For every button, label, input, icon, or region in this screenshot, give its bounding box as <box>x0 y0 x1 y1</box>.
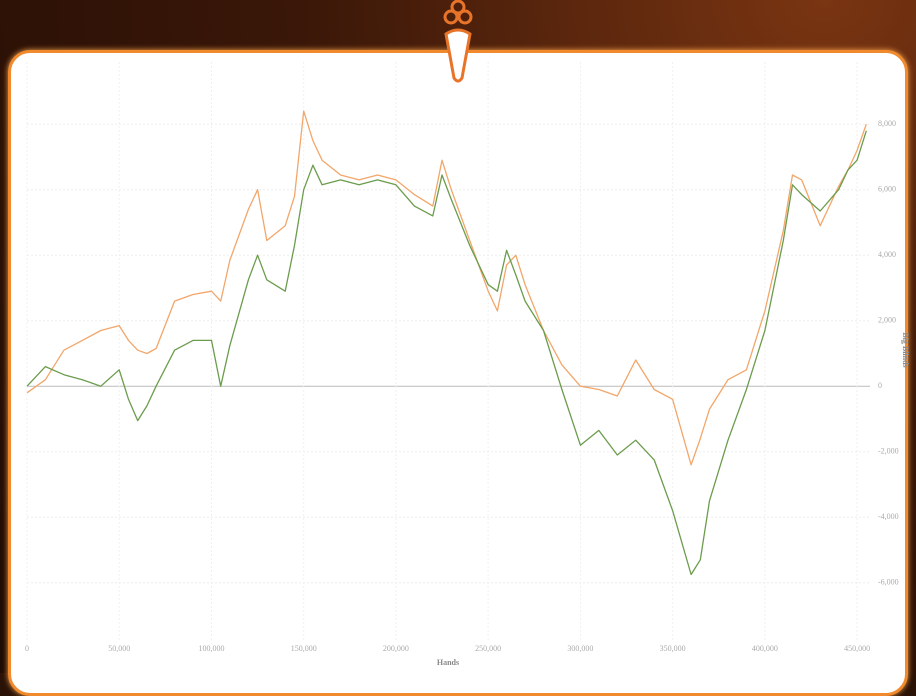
y-tick-label: -4,000 <box>878 512 899 521</box>
series-line <box>26 110 867 466</box>
y-tick-label: -2,000 <box>878 447 899 456</box>
x-tick-label: 150,000 <box>291 644 317 653</box>
y-tick-label: 4,000 <box>878 250 896 259</box>
x-tick-label: 300,000 <box>567 644 593 653</box>
x-tick-label: 250,000 <box>475 644 501 653</box>
y-tick-label: 0 <box>878 381 882 390</box>
club-emblem <box>443 0 473 83</box>
x-tick-label: 100,000 <box>198 644 224 653</box>
y-tick-label: 6,000 <box>878 185 896 194</box>
x-tick-label: 0 <box>25 644 29 653</box>
x-tick-label: 50,000 <box>108 644 130 653</box>
x-tick-label: 400,000 <box>752 644 778 653</box>
y-tick-label: 8,000 <box>878 119 896 128</box>
series-line <box>26 130 867 576</box>
x-tick-label: 350,000 <box>660 644 686 653</box>
x-tick-label: 450,000 <box>844 644 870 653</box>
chart-panel <box>8 50 908 696</box>
x-axis-title: Hands <box>437 658 459 667</box>
y-tick-label: 2,000 <box>878 316 896 325</box>
y-axis-title: Big Blinds <box>901 332 910 367</box>
x-tick-label: 200,000 <box>383 644 409 653</box>
y-tick-label: -6,000 <box>878 578 899 587</box>
chart: Hands Big Blinds -6,000 -4,000 -2,000 0 2,00… <box>25 0 910 667</box>
